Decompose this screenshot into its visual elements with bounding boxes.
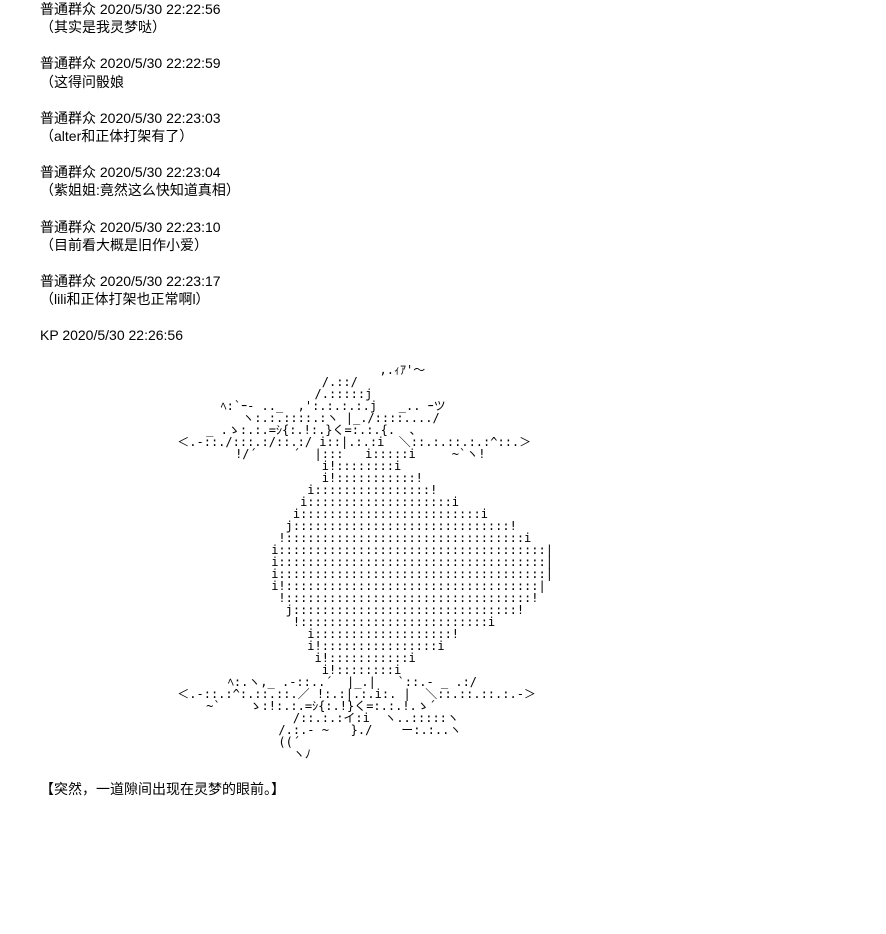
ascii-art: ,.ｨｱ'～ /.::/ /.:::::j ﾍ:`ｰ- .._ ,':.:.:.… [40, 364, 886, 760]
message-timestamp: 2020/5/30 22:23:03 [100, 110, 221, 126]
message-header: 普通群众 2020/5/30 22:23:10 [40, 218, 886, 236]
narrative-text: 【突然，一道隙间出现在灵梦的眼前。】 [40, 780, 886, 798]
message-sender: 普通群众 [40, 219, 96, 235]
chat-message: 普通群众 2020/5/30 22:22:56 （其实是我灵梦哒） [40, 0, 886, 36]
message-header: 普通群众 2020/5/30 22:23:04 [40, 163, 886, 181]
message-sender: 普通群众 [40, 110, 96, 126]
message-timestamp: 2020/5/30 22:23:10 [100, 219, 221, 235]
message-header: 普通群众 2020/5/30 22:23:17 [40, 272, 886, 290]
message-timestamp: 2020/5/30 22:22:56 [100, 1, 221, 17]
message-sender: 普通群众 [40, 164, 96, 180]
message-body: （alter和正体打架有了） [40, 127, 886, 145]
chat-message: 普通群众 2020/5/30 22:23:04 （紫姐姐:竟然这么快知道真相） [40, 163, 886, 199]
message-timestamp: 2020/5/30 22:26:56 [62, 327, 183, 343]
chat-message: 普通群众 2020/5/30 22:22:59 （这得问骰娘 [40, 54, 886, 90]
message-timestamp: 2020/5/30 22:23:04 [100, 164, 221, 180]
message-timestamp: 2020/5/30 22:22:59 [100, 55, 221, 71]
message-header: 普通群众 2020/5/30 22:22:56 [40, 0, 886, 18]
message-header: 普通群众 2020/5/30 22:23:03 [40, 109, 886, 127]
message-body: （目前看大概是旧作小爱） [40, 236, 886, 254]
chat-message: 普通群众 2020/5/30 22:23:10 （目前看大概是旧作小爱） [40, 218, 886, 254]
chat-message: KP 2020/5/30 22:26:56 [40, 326, 886, 344]
message-sender: 普通群众 [40, 1, 96, 17]
message-body: （紫姐姐:竟然这么快知道真相） [40, 181, 886, 199]
message-body: （这得问骰娘 [40, 73, 886, 91]
chat-message: 普通群众 2020/5/30 22:23:17 （lili和正体打架也正常啊l） [40, 272, 886, 308]
message-sender: KP [40, 327, 58, 343]
chat-log: 普通群众 2020/5/30 22:22:56 （其实是我灵梦哒） 普通群众 2… [40, 0, 886, 799]
message-sender: 普通群众 [40, 273, 96, 289]
message-body: （lili和正体打架也正常啊l） [40, 290, 886, 308]
message-body: （其实是我灵梦哒） [40, 18, 886, 36]
chat-message: 普通群众 2020/5/30 22:23:03 （alter和正体打架有了） [40, 109, 886, 145]
message-timestamp: 2020/5/30 22:23:17 [100, 273, 221, 289]
message-sender: 普通群众 [40, 55, 96, 71]
message-header: 普通群众 2020/5/30 22:22:59 [40, 54, 886, 72]
message-header: KP 2020/5/30 22:26:56 [40, 326, 886, 344]
